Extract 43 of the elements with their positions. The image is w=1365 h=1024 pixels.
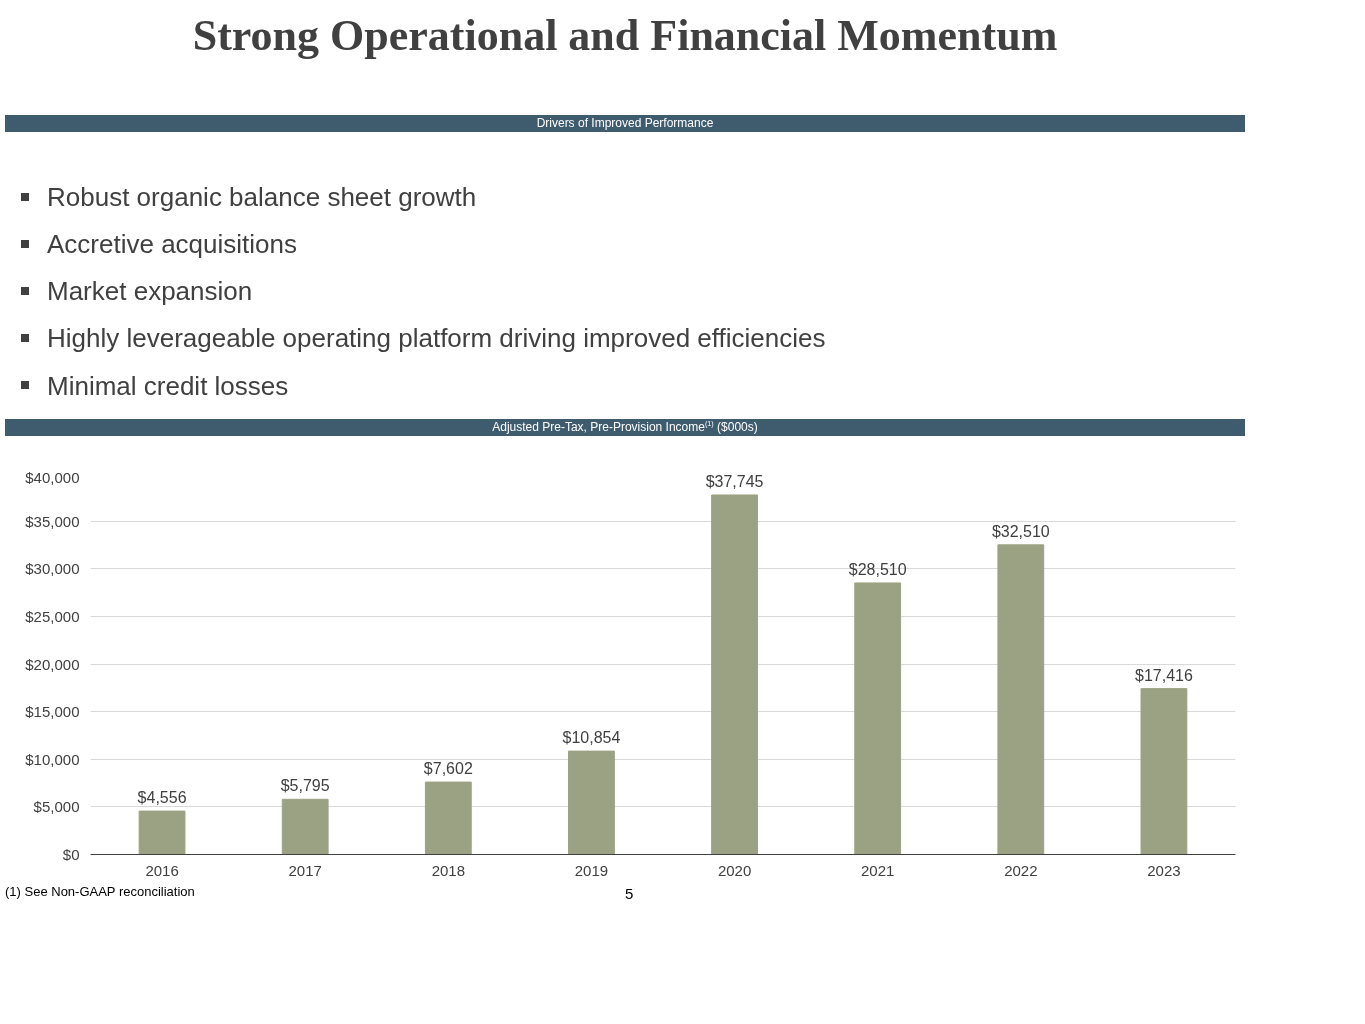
text: Accretive acquisitions xyxy=(46,228,298,262)
x-tick-label: 2021 xyxy=(861,861,895,879)
chart-subtitle: Adjusted Pre-Tax, Pre-Provision Income$^{(1)}$ ($000s) xyxy=(5,419,1245,437)
bar xyxy=(1140,688,1188,855)
x-tick-label: 2019 xyxy=(574,861,609,879)
data-label: $4,556 xyxy=(137,789,187,807)
y-tick-label: $25,000 xyxy=(25,607,80,625)
x-tick-label: 2022 xyxy=(1004,861,1038,879)
data-label: $28,510 xyxy=(848,560,907,578)
bar xyxy=(711,494,758,855)
bar xyxy=(281,798,329,855)
bar xyxy=(138,810,186,855)
y-tick-label: $40,000 xyxy=(25,468,80,486)
x-tick-label: 2016 xyxy=(145,861,179,879)
x-tick-label: 2023 xyxy=(1147,861,1181,879)
x-tick-label: 2017 xyxy=(288,861,322,879)
y-tick-label: $15,000 xyxy=(25,703,80,721)
text: Highly leverageable operating platform driving improved efficiencies xyxy=(46,322,826,356)
text: 5 xyxy=(625,884,634,904)
text: Minimal credit losses xyxy=(46,369,290,403)
text: Robust organic balance sheet growth xyxy=(46,181,478,214)
y-tick-label: $5,000 xyxy=(33,798,80,816)
data-label: $17,416 xyxy=(1135,666,1193,684)
chart-title: Strong Operational and Financial Momentum xyxy=(191,10,1059,62)
text: Market expansion xyxy=(46,275,254,309)
y-tick-label: $30,000 xyxy=(25,560,80,578)
bar xyxy=(424,781,472,855)
bar xyxy=(997,544,1045,855)
x-tick-label: 2018 xyxy=(431,861,465,879)
y-tick-label: $35,000 xyxy=(25,512,80,530)
bar xyxy=(568,750,615,855)
data-label: $7,602 xyxy=(423,760,473,778)
data-label: $10,854 xyxy=(562,729,621,747)
y-tick-label: $10,000 xyxy=(25,750,80,768)
y-tick-label: $0 xyxy=(62,846,80,863)
x-tick-label: 2020 xyxy=(717,861,752,879)
bar xyxy=(854,582,902,855)
data-label: $37,745 xyxy=(705,472,764,490)
text: (1) See Non-GAAP reconciliation xyxy=(5,884,195,899)
data-label: $5,795 xyxy=(280,777,330,795)
y-tick-label: $20,000 xyxy=(25,655,80,673)
data-label: $32,510 xyxy=(991,522,1050,540)
text: Drivers of Improved Performance xyxy=(5,115,1245,133)
